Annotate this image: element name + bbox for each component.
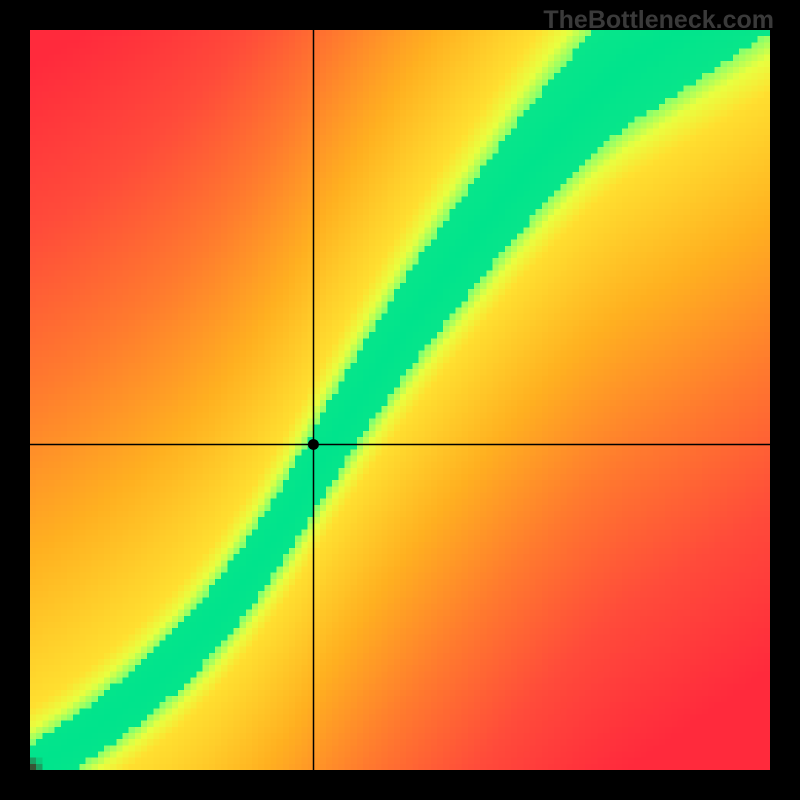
figure-root: TheBottleneck.com — [0, 0, 800, 800]
crosshair-overlay — [30, 30, 770, 770]
watermark-text: TheBottleneck.com — [543, 6, 774, 35]
